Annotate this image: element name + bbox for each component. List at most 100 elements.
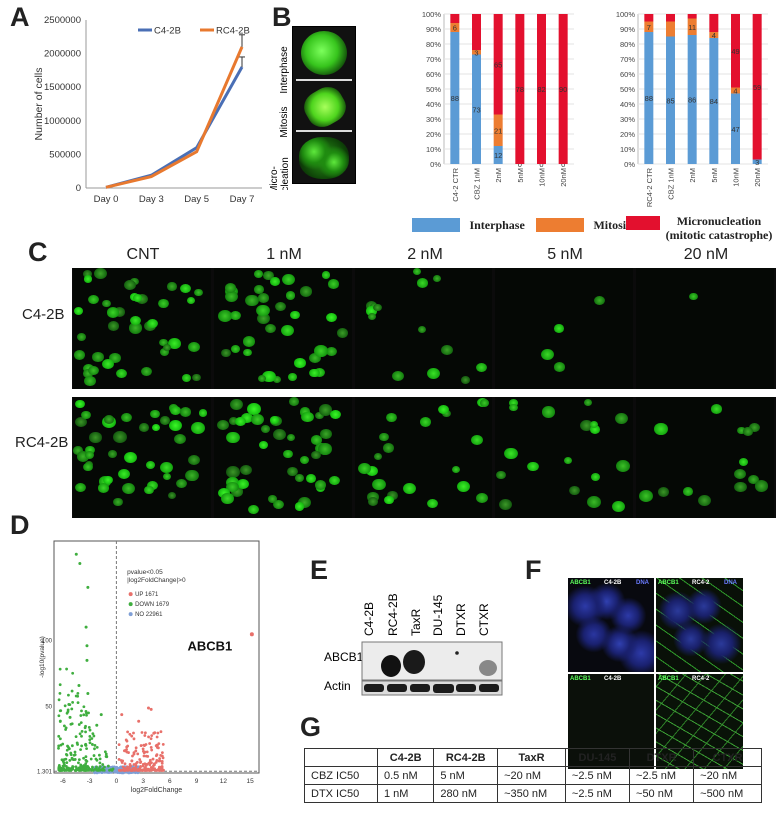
point-down — [76, 701, 80, 705]
divider-line — [296, 130, 352, 132]
point-up — [141, 749, 145, 753]
nucleus — [221, 348, 232, 358]
abcb1-band-rc4-2b — [381, 655, 401, 677]
micrograph-c4-2b-1nm — [213, 268, 352, 389]
nucleus — [289, 311, 300, 320]
point-down — [86, 585, 90, 589]
panel-letter-c: C — [28, 237, 48, 267]
point-down — [74, 552, 78, 556]
x-tick-label: 12 — [220, 778, 228, 785]
nucleus — [504, 447, 518, 460]
nucleus — [461, 376, 471, 385]
point-down — [69, 753, 73, 756]
panel-letter-e: E — [310, 555, 329, 585]
nucleus — [288, 397, 300, 407]
x-tick-label: RC4-2 CTR — [645, 167, 654, 207]
point-down — [58, 709, 62, 713]
point-up — [140, 731, 144, 734]
nucleus — [218, 310, 232, 323]
lane-c4-2b: C4-2B — [362, 602, 376, 636]
table-cell: DTX IC50 — [304, 784, 378, 803]
point-down — [79, 748, 82, 752]
nucleus — [84, 375, 96, 386]
point-down — [57, 746, 60, 750]
point-down — [58, 737, 62, 741]
point-down — [65, 761, 69, 765]
data-label: 0 — [518, 160, 522, 169]
point-down — [62, 758, 66, 761]
if-label-stain: ABCB1 — [570, 676, 591, 682]
point-up — [151, 757, 155, 761]
blot-label-actin: Actin — [324, 679, 351, 693]
bar-segment-micronucleation — [687, 14, 697, 19]
nucleus — [158, 298, 169, 308]
point-down — [80, 729, 84, 733]
nucleus — [256, 304, 270, 317]
actin-band — [456, 684, 476, 692]
nucleus — [224, 290, 238, 302]
point-up — [157, 765, 161, 769]
x-tick-label: 2nM — [494, 168, 503, 183]
point-down — [88, 734, 92, 738]
nucleus — [130, 315, 141, 325]
point-up — [120, 761, 124, 764]
nucleus — [589, 420, 599, 429]
data-label: 90 — [559, 85, 567, 94]
table-header-cell: DU-145 — [564, 748, 631, 767]
nucleus — [162, 344, 171, 351]
point-not-significant — [118, 766, 122, 769]
point-down — [74, 735, 78, 738]
point-up — [138, 758, 142, 761]
point-down — [58, 683, 62, 687]
y-tick-label: 1000000 — [44, 116, 81, 127]
table-row: DTX IC50 1 nM 280 nM ~350 nM ~2.5 nM ~50… — [304, 784, 762, 803]
point-down — [78, 562, 82, 566]
nucleus — [179, 283, 192, 294]
nucleus — [288, 373, 298, 381]
data-label: 84 — [710, 97, 718, 106]
y-tick-label: 100% — [616, 10, 636, 19]
nucleus — [88, 365, 100, 376]
point-down — [80, 709, 83, 713]
nucleus — [263, 271, 274, 281]
nucleus — [365, 465, 378, 476]
nucleus — [243, 348, 253, 357]
nucleus — [120, 413, 132, 423]
point-up — [150, 748, 154, 752]
point-up — [145, 767, 149, 771]
table-cell: ~20 nM — [497, 766, 566, 785]
point-down — [95, 768, 98, 772]
y-tick-label: 20% — [426, 130, 441, 139]
nucleus — [186, 296, 196, 305]
nucleus — [76, 451, 89, 462]
nucleus — [237, 479, 250, 490]
point-down — [63, 704, 67, 708]
point-down — [84, 730, 87, 734]
nucleus — [743, 427, 753, 436]
nucleus — [174, 434, 187, 445]
nucleus — [563, 456, 573, 465]
divider-line — [296, 79, 352, 81]
y-tick-label: 100% — [422, 10, 442, 19]
row-label-rc4-2b: RC4-2B — [15, 434, 69, 451]
x-tick-label: 3 — [141, 778, 145, 785]
nucleus — [452, 466, 461, 474]
panel-letter-d: D — [10, 510, 30, 540]
bar-segment-interphase — [666, 36, 675, 164]
y-tick-label: 60% — [620, 70, 635, 79]
y-tick-label: 30% — [426, 115, 441, 124]
point-down — [92, 734, 96, 738]
nucleus — [84, 445, 95, 455]
point-up — [122, 749, 126, 753]
point-down — [85, 747, 88, 751]
nucleus — [188, 454, 201, 465]
point-down — [98, 757, 102, 761]
actin-bands — [364, 684, 499, 693]
point-down — [95, 746, 99, 749]
actin-band — [433, 684, 454, 693]
x-tick-label: 20nM — [753, 168, 762, 187]
if-label-stain: ABCB1 — [570, 580, 591, 586]
volcano-points — [57, 552, 254, 775]
y-axis-label: Number of cells — [33, 68, 45, 141]
table-cell: ~20 nM — [693, 766, 762, 785]
